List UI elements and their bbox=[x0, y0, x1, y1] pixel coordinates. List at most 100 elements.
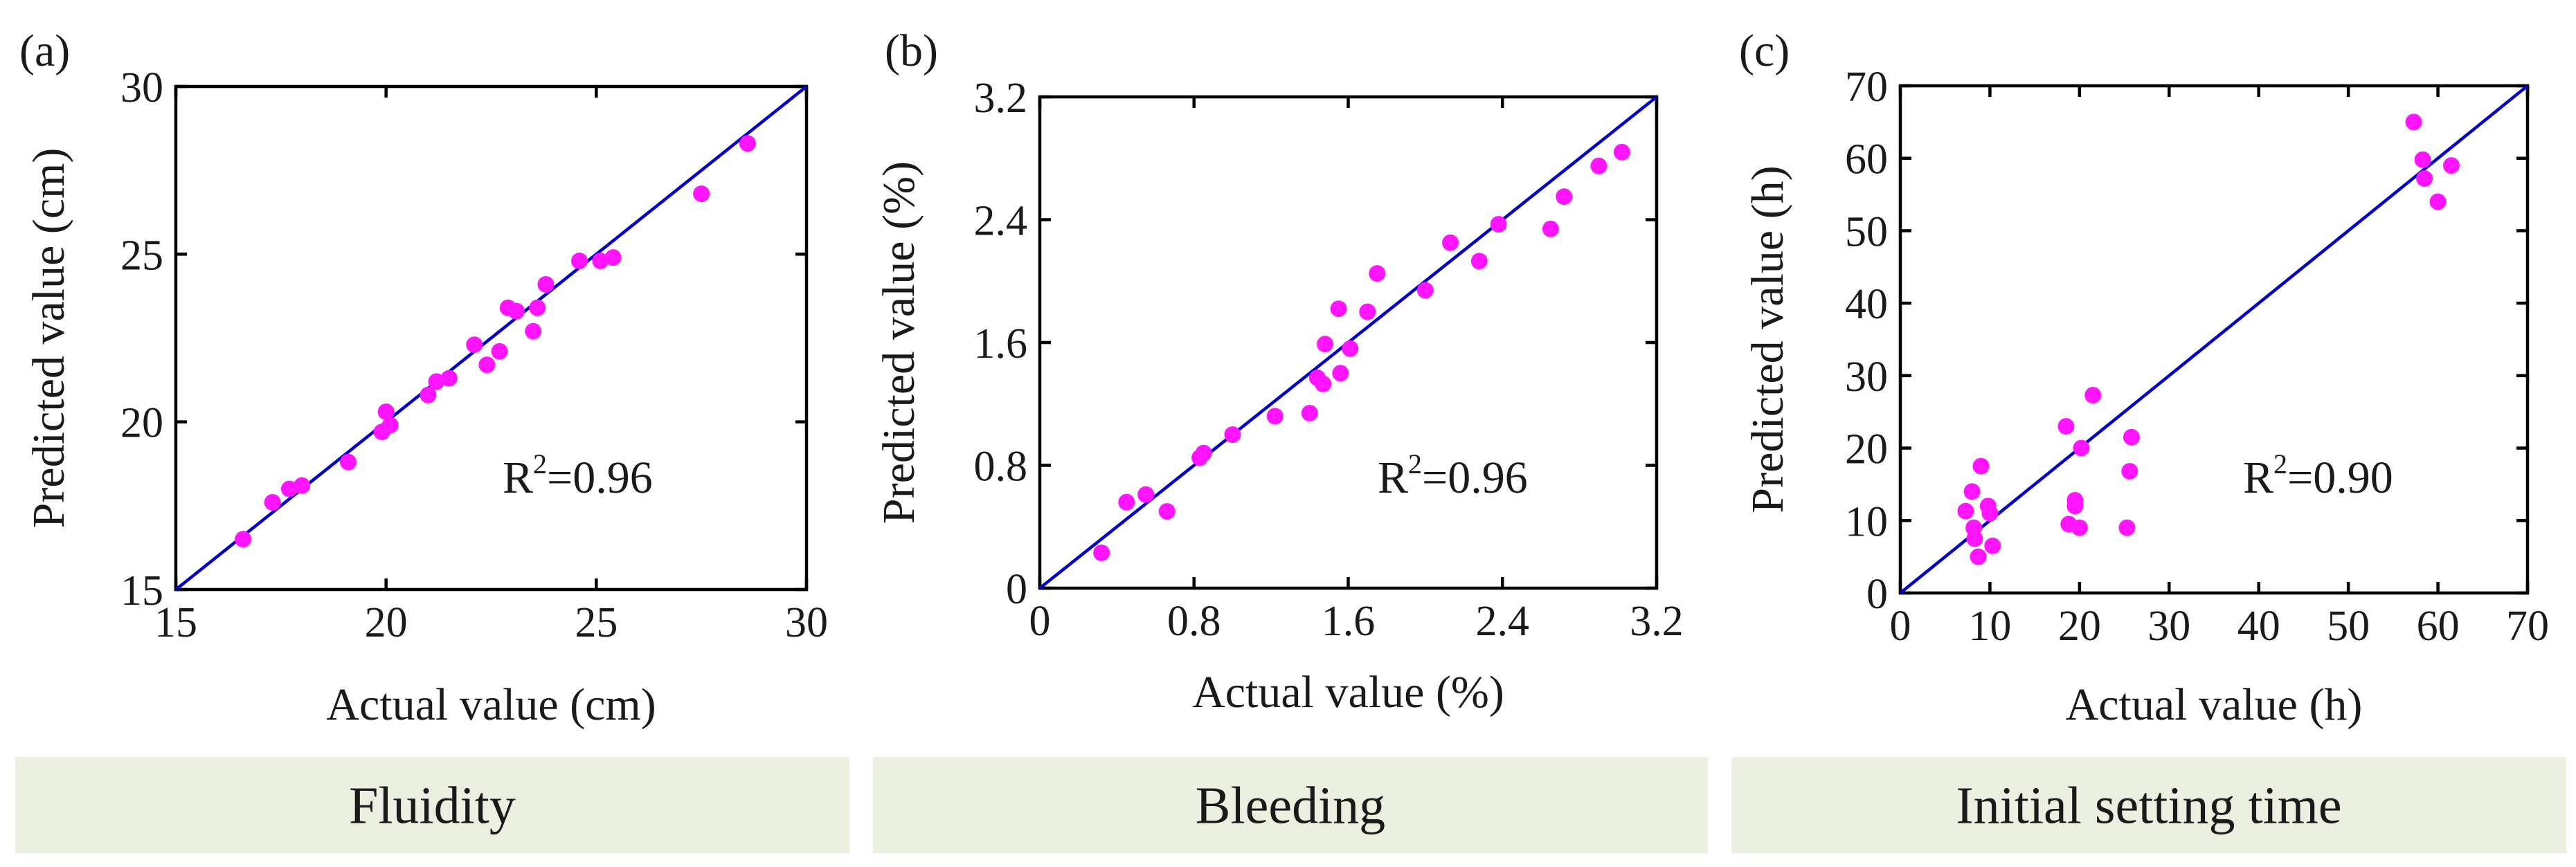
x-tick-label: 40 bbox=[2237, 603, 2280, 650]
panel-label: (a) bbox=[19, 26, 70, 76]
data-point bbox=[1266, 408, 1284, 425]
data-point bbox=[1981, 504, 1999, 522]
chart-panel-3: 0 10 20 30 40 50 60 70 0 10 20 30 40 50 60 70 R2=0.90 (c)… bbox=[1731, 26, 2566, 853]
caption-banner-label: Fluidity bbox=[349, 777, 516, 835]
y-tick-label: 1.6 bbox=[974, 320, 1028, 367]
r-squared-annotation: R2=0.96 bbox=[1378, 448, 1528, 503]
data-point bbox=[2442, 157, 2460, 174]
data-point bbox=[1966, 530, 1983, 547]
data-point bbox=[1590, 157, 1607, 174]
data-point bbox=[1195, 444, 1212, 462]
data-point bbox=[280, 480, 298, 498]
data-point bbox=[507, 302, 525, 320]
y-tick-label: 0 bbox=[1866, 571, 1888, 618]
y-tick-label: 30 bbox=[1845, 354, 1888, 401]
x-tick-label: 0.8 bbox=[1167, 598, 1221, 645]
data-point bbox=[537, 275, 555, 293]
y-tick-label: 3.2 bbox=[974, 75, 1028, 122]
chart-panel-1: 15 20 25 30 15 20 25 30 R2=0.96 (a) Actual value (… bbox=[15, 26, 849, 853]
data-point bbox=[466, 336, 483, 354]
data-point bbox=[2416, 170, 2433, 188]
data-point bbox=[1970, 548, 1987, 565]
y-tick-label: 10 bbox=[1845, 498, 1888, 545]
x-axis-title: Actual value (h) bbox=[2066, 679, 2363, 730]
data-point bbox=[571, 253, 588, 270]
data-point bbox=[1957, 502, 1974, 520]
data-point bbox=[2429, 193, 2447, 210]
data-point bbox=[739, 135, 756, 152]
x-tick-label: 0 bbox=[1029, 598, 1051, 645]
x-tick-label: 15 bbox=[154, 599, 197, 646]
x-tick-label: 70 bbox=[2506, 603, 2549, 650]
x-tick-label: 1.6 bbox=[1322, 598, 1376, 645]
data-point bbox=[377, 403, 395, 421]
reference-line bbox=[174, 85, 808, 591]
data-point bbox=[1118, 493, 1135, 511]
data-point bbox=[1224, 426, 1241, 444]
x-axis-title: Actual value (%) bbox=[1192, 667, 1504, 718]
r-squared-annotation: R2=0.96 bbox=[503, 448, 653, 503]
data-point bbox=[340, 453, 357, 471]
data-point bbox=[2121, 463, 2138, 480]
data-point bbox=[2123, 428, 2140, 446]
y-tick-label: 20 bbox=[120, 400, 163, 447]
data-point bbox=[235, 531, 252, 548]
reference-line bbox=[1899, 84, 2529, 594]
data-point bbox=[1330, 300, 1347, 318]
caption-banner bbox=[1731, 757, 2566, 853]
y-tick-label: 60 bbox=[1845, 136, 1888, 183]
data-point bbox=[2073, 439, 2090, 457]
data-point bbox=[264, 493, 281, 511]
y-tick-label: 40 bbox=[1845, 281, 1888, 328]
data-point bbox=[1556, 188, 1573, 206]
data-point bbox=[604, 249, 622, 266]
x-tick-label: 20 bbox=[2058, 603, 2101, 650]
y-tick-label: 20 bbox=[1845, 426, 1888, 473]
data-point bbox=[2084, 387, 2102, 404]
x-tick-label: 0 bbox=[1890, 603, 1911, 650]
caption-banner bbox=[873, 757, 1708, 853]
x-tick-label: 50 bbox=[2327, 603, 2370, 650]
data-point bbox=[420, 386, 437, 403]
data-point bbox=[1332, 365, 1349, 382]
y-tick-label: 70 bbox=[1845, 64, 1888, 111]
x-axis-title: Actual value (cm) bbox=[326, 679, 656, 730]
data-point bbox=[2066, 498, 2084, 515]
data-point bbox=[1442, 234, 1459, 251]
data-point bbox=[381, 417, 399, 434]
r-squared-annotation: R2=0.90 bbox=[2243, 448, 2393, 503]
data-point bbox=[1369, 265, 1386, 282]
data-point bbox=[428, 373, 445, 390]
y-axis-title: Predicted value (cm) bbox=[24, 148, 74, 529]
y-tick-label: 30 bbox=[120, 64, 163, 111]
x-tick-label: 3.2 bbox=[1630, 598, 1684, 645]
data-point bbox=[2405, 113, 2422, 131]
caption-banner bbox=[15, 757, 849, 853]
data-point bbox=[2414, 151, 2431, 168]
y-tick-label: 0 bbox=[1006, 566, 1027, 613]
data-point bbox=[1301, 405, 1318, 422]
data-point bbox=[693, 185, 710, 203]
data-point bbox=[440, 369, 458, 387]
data-point bbox=[1972, 457, 1990, 475]
data-point bbox=[1490, 216, 1507, 233]
data-point bbox=[1963, 483, 1981, 500]
data-point bbox=[1315, 375, 1332, 392]
data-point bbox=[1359, 303, 1376, 320]
data-point bbox=[478, 356, 496, 374]
data-point bbox=[1317, 336, 1334, 353]
y-axis-title: Predicted value (%) bbox=[874, 161, 924, 524]
data-point bbox=[1416, 282, 1434, 299]
data-point bbox=[1470, 253, 1488, 270]
caption-banner-label: Bleeding bbox=[1196, 777, 1385, 835]
data-point bbox=[1984, 537, 2001, 554]
data-point bbox=[2071, 519, 2088, 536]
data-point bbox=[2118, 519, 2136, 536]
plot-area-frame bbox=[174, 84, 809, 592]
y-tick-label: 50 bbox=[1845, 208, 1888, 255]
x-tick-label: 30 bbox=[2147, 603, 2190, 650]
y-tick-label: 2.4 bbox=[974, 198, 1028, 245]
caption-banner-label: Initial setting time bbox=[1956, 777, 2341, 835]
y-axis-title: Predicted value (h) bbox=[1742, 165, 1793, 513]
